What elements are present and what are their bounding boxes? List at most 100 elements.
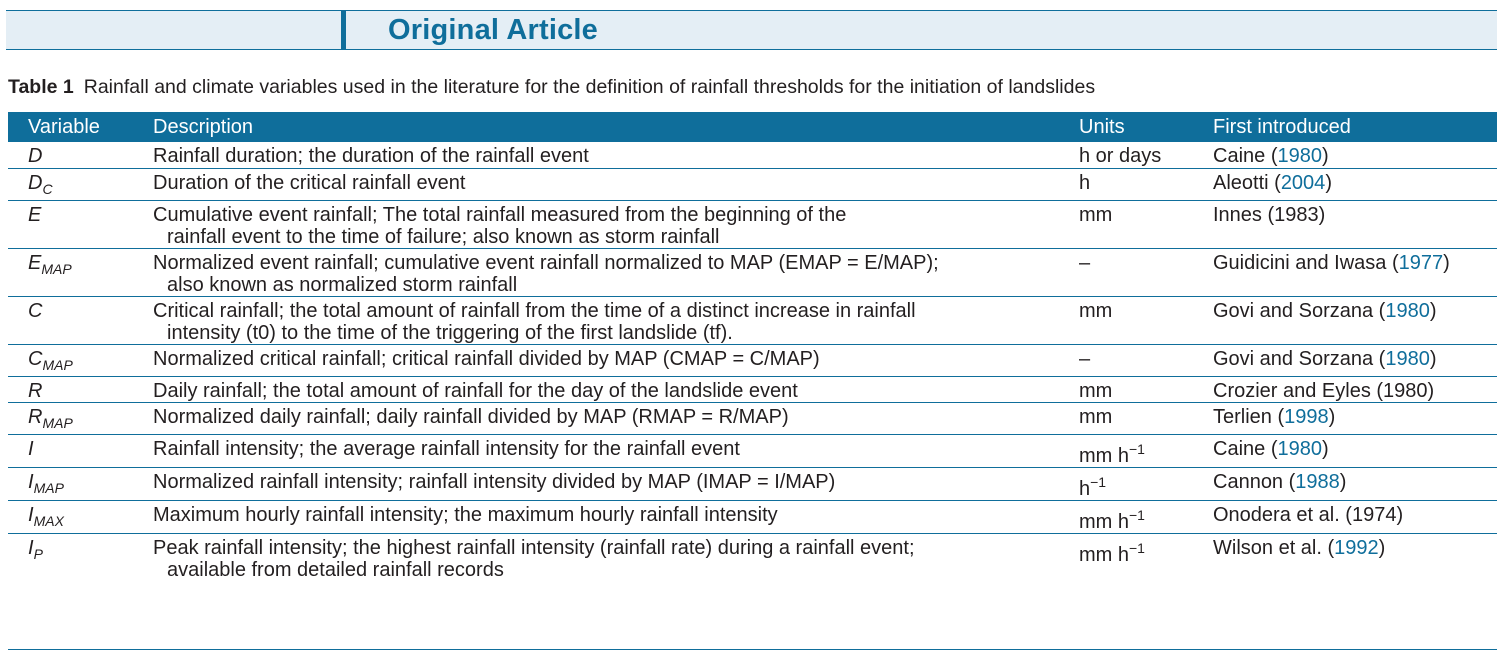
units-value: –	[1079, 251, 1091, 274]
variable-cell: EMAP	[8, 247, 146, 296]
table-row: I Rainfall intensity; the average rainfal…	[8, 433, 1497, 467]
citation-year-link[interactable]: 1992	[1334, 536, 1379, 559]
units-exponent: −1	[1129, 506, 1145, 523]
citation-year-link[interactable]: 1980	[1385, 299, 1430, 322]
units-cell: mm	[1075, 375, 1209, 402]
citation-author: Terlien (	[1213, 405, 1285, 428]
citation-author: Cannon (	[1213, 470, 1296, 493]
description-cell: Critical rainfall; the total amount of r…	[146, 295, 1075, 344]
variable-cell: RMAP	[8, 401, 146, 434]
variable-cell: CMAP	[8, 343, 146, 376]
column-header-description: Description	[146, 112, 1075, 142]
table-caption-label: Table 1	[8, 76, 74, 98]
table-header-row: Variable Description Units First introdu…	[8, 112, 1497, 142]
first-introduced-cell: Govi and Sorzana (1980)	[1209, 295, 1497, 344]
units-value: mm h	[1079, 444, 1129, 467]
description-line: Daily rainfall; the total amount of rain…	[153, 379, 798, 402]
description-cell: Normalized critical rainfall; critical r…	[146, 343, 1075, 376]
article-type-heading: Original Article	[388, 14, 599, 46]
table-row: EMAP Normalized event rainfall; cumulativ…	[8, 247, 1497, 296]
description-cell: Rainfall duration; the duration of the r…	[146, 142, 1075, 168]
citation-close-paren: )	[1321, 145, 1329, 167]
units-cell: –	[1075, 343, 1209, 376]
first-introduced-cell: Caine (1980)	[1209, 433, 1497, 467]
units-value: h or days	[1079, 145, 1162, 167]
variable-symbol: E	[28, 203, 42, 226]
citation-close-paren: )	[1443, 251, 1450, 274]
citation-year-link[interactable]: 1980	[1385, 347, 1430, 370]
variable-symbol: R	[28, 405, 43, 428]
units-exponent: −1	[1090, 473, 1107, 490]
citation-author: Govi and Sorzana (	[1213, 347, 1386, 370]
variable-cell: D	[8, 142, 146, 168]
variable-symbol: C	[28, 347, 43, 370]
units-cell: mm	[1075, 199, 1209, 248]
first-introduced-cell: Wilson et al. (1992)	[1209, 532, 1497, 581]
units-cell: mm	[1075, 295, 1209, 344]
variable-cell: IMAP	[8, 466, 146, 500]
units-value: mm	[1079, 379, 1113, 402]
variable-subscript: MAP	[33, 479, 64, 496]
units-cell: –	[1075, 247, 1209, 296]
citation-year-link[interactable]: 2004	[1280, 171, 1326, 194]
description-line: Critical rainfall; the total amount of r…	[153, 299, 916, 322]
variable-subscript: P	[33, 545, 43, 562]
first-introduced-cell: Onodera et al. (1974)	[1209, 499, 1497, 533]
description-line: Rainfall duration; the duration of the r…	[153, 145, 589, 167]
citation-year-link[interactable]: 1998	[1284, 405, 1329, 428]
description-cell: Duration of the critical rainfall event	[146, 167, 1075, 200]
citation-year-link[interactable]: 1980	[1277, 145, 1322, 167]
variable-symbol: D	[28, 145, 43, 167]
units-cell: h or days	[1075, 142, 1209, 168]
variable-symbol: D	[28, 171, 43, 194]
description-line: Normalized critical rainfall; critical r…	[153, 347, 820, 370]
first-introduced-cell: Terlien (1998)	[1209, 401, 1497, 434]
description-cell: Daily rainfall; the total amount of rain…	[146, 375, 1075, 402]
citation-year-link[interactable]: 1988	[1295, 470, 1340, 493]
table-row: C Critical rainfall; the total amount of …	[8, 295, 1497, 344]
citation-close-paren: )	[1328, 405, 1336, 428]
description-cell: Maximum hourly rainfall intensity; the m…	[146, 499, 1075, 533]
table-row: DC Duration of the critical rainfall even…	[8, 167, 1497, 200]
header-band	[6, 10, 1497, 50]
description-cell: Cumulative event rainfall; The total rai…	[146, 199, 1075, 248]
citation-author: Caine (	[1213, 145, 1278, 167]
description-cell: Peak rainfall intensity; the highest rai…	[146, 532, 1075, 581]
citation-author: Govi and Sorzana (	[1213, 299, 1386, 322]
description-cell: Normalized rainfall intensity; rainfall …	[146, 466, 1075, 500]
units-value: h	[1079, 477, 1091, 500]
variable-symbol: I	[28, 503, 34, 526]
first-introduced-cell: Aleotti (2004)	[1209, 167, 1497, 200]
citation-author: Guidicini and Iwasa (	[1213, 251, 1399, 274]
citation-year-link[interactable]: 1980	[1277, 437, 1322, 460]
description-line-continued: intensity (t0) to the time of the trigge…	[167, 321, 733, 344]
column-header-first-introduced: First introduced	[1209, 112, 1497, 142]
description-line: Duration of the critical rainfall event	[153, 171, 466, 194]
variable-subscript: MAP	[42, 414, 73, 431]
citation-year-link[interactable]: 1977	[1398, 251, 1444, 274]
description-line-continued: rainfall event to the time of failure; a…	[167, 225, 720, 248]
citation-close-paren: )	[1339, 470, 1347, 493]
units-cell: mm	[1075, 401, 1209, 434]
description-line: Maximum hourly rainfall intensity; the m…	[153, 503, 778, 526]
variable-cell: IMAX	[8, 499, 146, 533]
units-value: mm	[1079, 203, 1113, 226]
units-value: mm	[1079, 405, 1113, 428]
description-cell: Normalized daily rainfall; daily rainfal…	[146, 401, 1075, 434]
description-line: Normalized daily rainfall; daily rainfal…	[153, 405, 789, 428]
citation-close-paren: )	[1429, 299, 1437, 322]
table-row: D Rainfall duration; the duration of the …	[8, 142, 1497, 168]
table-row: E Cumulative event rainfall; The total ra…	[8, 199, 1497, 248]
citation-author: Innes (1983)	[1213, 203, 1326, 226]
variable-symbol: E	[28, 251, 42, 274]
variables-table: Variable Description Units First introdu…	[8, 112, 1497, 581]
units-cell: h−1	[1075, 466, 1209, 500]
table-row: IMAP Normalized rainfall intensity; rainf…	[8, 466, 1497, 500]
description-cell: Rainfall intensity; the average rainfall…	[146, 433, 1075, 467]
units-cell: h	[1075, 167, 1209, 200]
variable-subscript: MAX	[33, 512, 64, 529]
table-row: R Daily rainfall; the total amount of rai…	[8, 375, 1497, 402]
citation-author: Crozier and Eyles (1980)	[1213, 379, 1435, 402]
variable-symbol: R	[28, 379, 43, 402]
citation-author: Onodera et al. (1974)	[1213, 503, 1404, 526]
